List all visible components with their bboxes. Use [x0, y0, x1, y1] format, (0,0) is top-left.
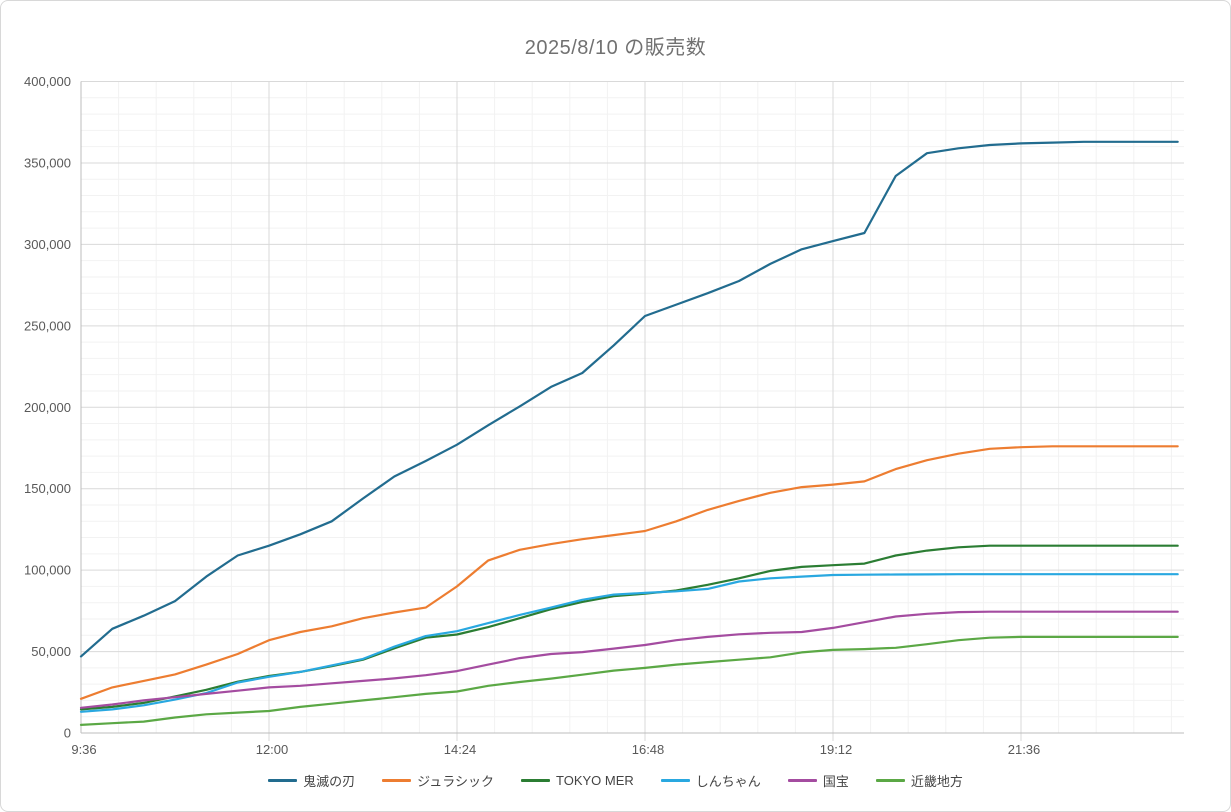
legend-swatch-icon [787, 779, 817, 782]
legend-label: 近畿地方 [910, 774, 963, 789]
y-tick-label: 150,000 [24, 481, 71, 496]
series-line-3 [79, 573, 1179, 713]
x-tick-label: 16:48 [632, 742, 665, 757]
series-line-5 [79, 635, 1179, 727]
legend-label: ジュラシック [417, 774, 495, 789]
legend-item-2: TOKYO MER [521, 773, 634, 788]
legend-label: 国宝 [822, 774, 849, 789]
legend-item-4: 国宝 [787, 771, 849, 790]
y-tick-label: 400,000 [24, 74, 71, 89]
series-line-1 [79, 445, 1179, 700]
y-tick-label: 0 [64, 726, 71, 741]
y-tick-label: 250,000 [24, 318, 71, 333]
y-tick-label: 200,000 [24, 400, 71, 415]
chart-title: 2025/8/10 の販売数 [524, 37, 707, 59]
y-tick-label: 50,000 [31, 644, 71, 659]
legend-swatch-icon [268, 779, 298, 782]
x-tick-label: 21:36 [1008, 742, 1041, 757]
legend-label: しんちゃん [695, 774, 761, 789]
legend-swatch-icon [521, 779, 551, 782]
y-tick-label: 100,000 [24, 563, 71, 578]
legend-item-3: しんちゃん [660, 771, 761, 790]
x-tick-label: 14:24 [444, 742, 477, 757]
legend-label: 鬼滅の刃 [303, 774, 356, 789]
y-tick-label: 300,000 [24, 237, 71, 252]
legend-swatch-icon [382, 779, 412, 782]
x-tick-label: 19:12 [820, 742, 853, 757]
x-tick-label: 9:36 [71, 742, 96, 757]
legend-item-5: 近畿地方 [875, 771, 963, 790]
legend-swatch-icon [875, 779, 905, 782]
legend-label: TOKYO MER [556, 773, 634, 788]
x-tick-label: 12:00 [256, 742, 289, 757]
y-tick-label: 350,000 [24, 155, 71, 170]
legend-item-1: ジュラシック [382, 771, 494, 790]
series-line-0 [79, 140, 1179, 658]
chart-legend: 鬼滅の刃 ジュラシック TOKYO MER しんちゃん 国宝 近畿地方 [1, 771, 1230, 790]
legend-swatch-icon [660, 779, 690, 782]
series-line-4 [79, 610, 1179, 709]
legend-item-0: 鬼滅の刃 [268, 771, 355, 790]
